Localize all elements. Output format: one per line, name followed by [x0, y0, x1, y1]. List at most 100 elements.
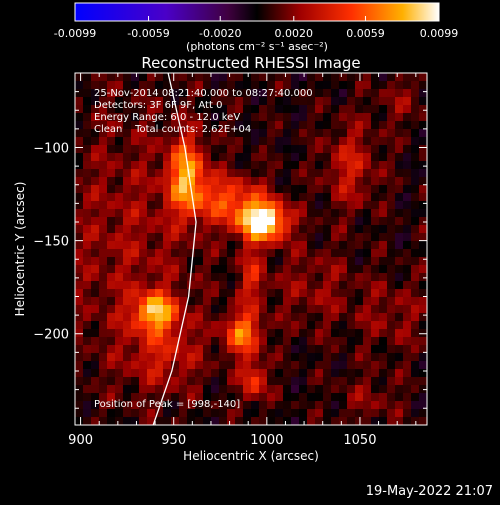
- heatmap-cell: [131, 97, 140, 106]
- heatmap-cell: [203, 297, 212, 306]
- heatmap-cell: [379, 217, 388, 226]
- heatmap-cell: [187, 169, 196, 178]
- heatmap-cell: [155, 241, 164, 250]
- heatmap-cell: [275, 297, 284, 306]
- heatmap-cell: [395, 129, 404, 138]
- heatmap-cell: [395, 281, 404, 290]
- heatmap-cell: [219, 385, 228, 394]
- heatmap-cell: [283, 113, 292, 122]
- heatmap-cell: [259, 393, 268, 402]
- heatmap-cell: [315, 225, 324, 234]
- heatmap-cell: [387, 273, 396, 282]
- heatmap-cell: [379, 353, 388, 362]
- heatmap-cell: [283, 353, 292, 362]
- heatmap-cell: [139, 401, 148, 410]
- heatmap-cell: [307, 289, 316, 298]
- heatmap-cell: [331, 273, 340, 282]
- heatmap-cell: [235, 353, 244, 362]
- heatmap-cell: [339, 289, 348, 298]
- heatmap-cell: [251, 265, 260, 274]
- heatmap-cell: [419, 345, 427, 354]
- heatmap-cell: [219, 193, 228, 202]
- heatmap-cell: [387, 329, 396, 338]
- heatmap-cell: [387, 113, 396, 122]
- heatmap-cell: [243, 377, 252, 386]
- heatmap-cell: [139, 273, 148, 282]
- heatmap-cell: [131, 233, 140, 242]
- heatmap-cell: [371, 89, 380, 98]
- heatmap-cell: [339, 193, 348, 202]
- heatmap-cell: [419, 265, 427, 274]
- heatmap-cell: [211, 345, 220, 354]
- heatmap-cell: [115, 337, 124, 346]
- heatmap-cell: [411, 273, 420, 282]
- heatmap-cell: [147, 81, 156, 90]
- heatmap-cell: [227, 105, 236, 114]
- heatmap-cell: [395, 217, 404, 226]
- heatmap-cell: [195, 73, 204, 82]
- heatmap-cell: [275, 313, 284, 322]
- heatmap-cell: [283, 177, 292, 186]
- heatmap-cell: [83, 337, 92, 346]
- heatmap-cell: [99, 257, 108, 266]
- heatmap-cell: [179, 297, 188, 306]
- heatmap-cell: [299, 193, 308, 202]
- heatmap-cell: [123, 153, 132, 162]
- heatmap-cell: [403, 217, 412, 226]
- heatmap-cell: [299, 97, 308, 106]
- heatmap-cell: [299, 249, 308, 258]
- heatmap-cell: [235, 105, 244, 114]
- heatmap-cell: [115, 105, 124, 114]
- heatmap-cell: [299, 281, 308, 290]
- heatmap-cell: [243, 385, 252, 394]
- heatmap-cell: [219, 393, 228, 402]
- heatmap-cell: [75, 313, 84, 322]
- heatmap-cell: [195, 401, 204, 410]
- heatmap-cell: [283, 361, 292, 370]
- heatmap-cell: [107, 385, 116, 394]
- heatmap-cell: [339, 105, 348, 114]
- heatmap-cell: [115, 89, 124, 98]
- heatmap-cell: [315, 297, 324, 306]
- heatmap-cell: [123, 417, 132, 425]
- heatmap-cell: [99, 121, 108, 130]
- heatmap-cell: [211, 249, 220, 258]
- heatmap-cell: [371, 153, 380, 162]
- heatmap-cell: [75, 113, 84, 122]
- heatmap-cell: [339, 361, 348, 370]
- heatmap-cell: [291, 401, 300, 410]
- heatmap-cell: [347, 345, 356, 354]
- heatmap-cell: [75, 89, 84, 98]
- heatmap-cell: [299, 345, 308, 354]
- heatmap-cell: [91, 73, 100, 82]
- heatmap-cell: [299, 81, 308, 90]
- heatmap-cell: [379, 153, 388, 162]
- heatmap-cell: [187, 97, 196, 106]
- heatmap-cell: [371, 409, 380, 418]
- heatmap-cell: [107, 113, 116, 122]
- heatmap-cell: [163, 97, 172, 106]
- heatmap-cell: [211, 369, 220, 378]
- heatmap-cell: [275, 329, 284, 338]
- heatmap-cell: [267, 185, 276, 194]
- heatmap-cell: [387, 377, 396, 386]
- heatmap-cell: [275, 241, 284, 250]
- heatmap-cell: [395, 121, 404, 130]
- heatmap-cell: [115, 377, 124, 386]
- heatmap-cell: [291, 273, 300, 282]
- heatmap-cell: [323, 417, 332, 425]
- heatmap-cell: [331, 193, 340, 202]
- heatmap-cell: [163, 105, 172, 114]
- heatmap-cell: [243, 161, 252, 170]
- heatmap-cell: [91, 193, 100, 202]
- heatmap-cell: [75, 377, 84, 386]
- heatmap-cell: [371, 321, 380, 330]
- heatmap-cell: [307, 281, 316, 290]
- heatmap-cell: [227, 89, 236, 98]
- heatmap-cell: [219, 129, 228, 138]
- heatmap-cell: [411, 169, 420, 178]
- heatmap-cell: [139, 289, 148, 298]
- heatmap-cell: [307, 105, 316, 114]
- heatmap-cell: [179, 145, 188, 154]
- heatmap-cell: [411, 353, 420, 362]
